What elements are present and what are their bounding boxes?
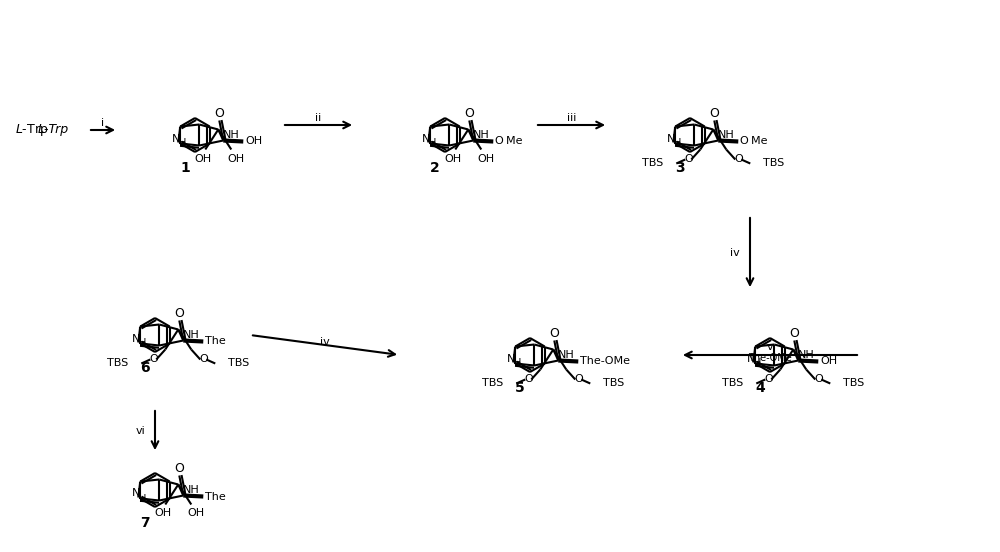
Text: TBS: TBS	[843, 379, 865, 389]
Text: TBS: TBS	[482, 379, 503, 389]
Text: H: H	[139, 493, 146, 503]
Text: iii: iii	[567, 113, 576, 123]
Text: H: H	[514, 358, 521, 369]
Text: NH: NH	[183, 485, 200, 495]
Text: N: N	[132, 489, 140, 498]
Text: O Me: O Me	[740, 136, 768, 146]
Text: O: O	[214, 107, 224, 120]
Text: NH: NH	[798, 350, 815, 360]
Text: 1: 1	[180, 161, 190, 175]
Text: N: N	[747, 353, 755, 364]
Text: OH: OH	[188, 508, 205, 518]
Text: TBS: TBS	[107, 358, 128, 369]
Text: H: H	[139, 338, 146, 348]
Text: O: O	[764, 374, 773, 385]
Text: O: O	[814, 374, 823, 385]
Text: The‑OMe: The‑OMe	[748, 353, 792, 363]
Text: OH: OH	[155, 508, 172, 518]
Text: O: O	[199, 354, 208, 364]
Text: H: H	[674, 139, 681, 148]
Text: TBS: TBS	[603, 379, 625, 389]
Text: O Me: O Me	[495, 136, 523, 146]
Text: N: N	[172, 134, 180, 144]
Text: O: O	[149, 354, 158, 364]
Text: OH: OH	[195, 153, 212, 163]
Text: 4: 4	[755, 381, 765, 395]
Text: 6: 6	[140, 361, 150, 375]
Text: NH: NH	[718, 130, 735, 140]
Text: N: N	[422, 134, 430, 144]
Text: TBS: TBS	[642, 158, 663, 168]
Text: H: H	[429, 139, 436, 148]
Text: TBS: TBS	[763, 158, 785, 168]
Text: 7: 7	[140, 516, 150, 530]
Text: O: O	[549, 327, 559, 340]
Text: NH: NH	[558, 350, 575, 360]
Text: O: O	[524, 374, 533, 385]
Text: The‑OMe: The‑OMe	[580, 357, 630, 367]
Text: O: O	[709, 107, 719, 120]
Text: O: O	[734, 155, 743, 164]
Text: NH: NH	[183, 330, 200, 340]
Text: N: N	[507, 353, 515, 364]
Text: N: N	[667, 134, 675, 144]
Text: OH: OH	[245, 136, 262, 146]
Text: O: O	[174, 307, 184, 320]
Text: O: O	[789, 327, 799, 340]
Text: H: H	[754, 358, 761, 369]
Text: The: The	[205, 491, 226, 502]
Text: OH: OH	[228, 153, 245, 163]
Text: TBS: TBS	[228, 358, 250, 369]
Text: OH: OH	[820, 357, 837, 367]
Text: O: O	[684, 155, 693, 164]
Text: 3: 3	[675, 161, 685, 175]
Text: OH: OH	[445, 153, 462, 163]
Text: OH: OH	[478, 153, 495, 163]
Text: NH: NH	[473, 130, 490, 140]
Text: NH: NH	[223, 130, 240, 140]
Text: O: O	[464, 107, 474, 120]
Text: The: The	[205, 337, 226, 347]
Text: O: O	[174, 462, 184, 475]
Text: H: H	[179, 139, 186, 148]
Text: TBS: TBS	[722, 379, 743, 389]
Text: 5: 5	[515, 381, 525, 395]
Text: v: v	[767, 342, 773, 352]
Text: iv: iv	[730, 247, 740, 257]
Text: $\mathit{L}$-Trp: $\mathit{L}$-Trp	[15, 122, 48, 138]
Text: iv: iv	[320, 337, 330, 347]
Text: 2: 2	[430, 161, 440, 175]
Text: N: N	[132, 333, 140, 343]
Text: ii: ii	[315, 113, 322, 123]
Text: O: O	[574, 374, 583, 385]
Text: vi: vi	[135, 426, 145, 436]
Text: L‑Trp: L‑Trp	[38, 124, 69, 136]
Text: i: i	[101, 118, 105, 128]
